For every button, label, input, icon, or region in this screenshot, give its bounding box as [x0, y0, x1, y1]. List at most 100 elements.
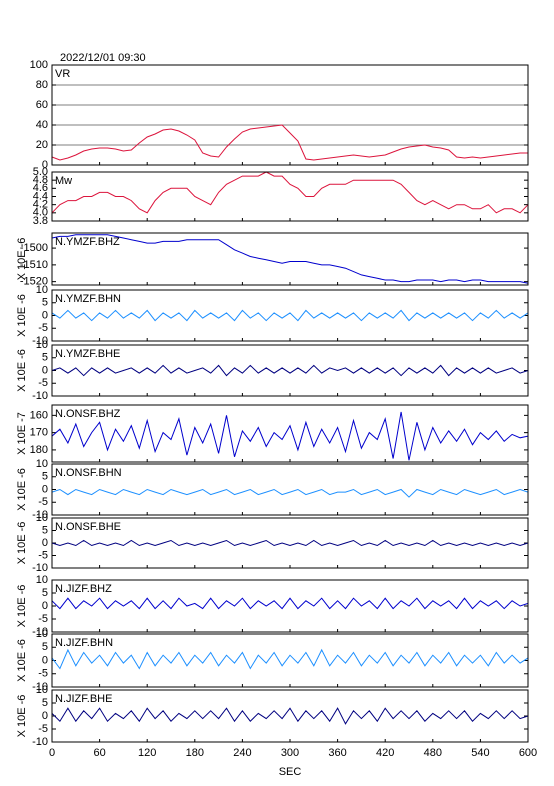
- y-tick-label: 10: [36, 628, 48, 640]
- x-tick-label: 120: [138, 747, 156, 759]
- data-line: [51, 488, 529, 498]
- y-tick-label: -5: [38, 723, 48, 735]
- x-tick-label: 480: [424, 747, 442, 759]
- data-line: [51, 124, 528, 161]
- y-tick-label: 0: [42, 710, 48, 722]
- panel-frame: [51, 344, 529, 397]
- y-axis-unit: X 10E -7: [16, 412, 28, 455]
- y-tick-label: 0: [42, 537, 48, 549]
- data-line: [51, 309, 529, 322]
- y-tick-label: 160: [30, 409, 48, 421]
- panel-name: N.ONSF.BHE: [55, 521, 121, 533]
- y-tick-label: 0: [42, 159, 48, 171]
- panel-name: N.JIZF.BHE: [55, 693, 112, 705]
- y-tick-label: 100: [30, 59, 48, 71]
- y-tick-label: -10: [32, 626, 48, 638]
- panel-frame: [51, 633, 529, 688]
- y-tick-label: 0: [42, 600, 48, 612]
- panel-name: VR: [55, 68, 70, 80]
- x-tick-label: 360: [328, 747, 346, 759]
- y-tick-label: -1500: [20, 242, 48, 254]
- y-tick-label: 4.4: [33, 190, 48, 202]
- x-tick-label: 600: [519, 747, 537, 759]
- y-tick-label: 4.6: [33, 182, 48, 194]
- y-axis-unit: X 10E -6: [16, 238, 28, 281]
- data-line: [51, 364, 529, 377]
- y-tick-label: 5: [42, 297, 48, 309]
- x-tick-label: 60: [93, 747, 105, 759]
- y-axis-unit: X 10E -6: [16, 349, 28, 392]
- x-tick-label: 300: [281, 747, 299, 759]
- y-tick-label: 3.8: [33, 215, 48, 227]
- y-tick-label: -10: [32, 335, 48, 347]
- y-tick-label: 180: [30, 444, 48, 456]
- data-line: [51, 648, 529, 670]
- y-tick-label: 4.2: [33, 199, 48, 211]
- panel-frame: [51, 689, 529, 743]
- y-tick-label: -10: [32, 390, 48, 402]
- data-line: [51, 411, 529, 461]
- y-tick-label: 10: [36, 684, 48, 696]
- panel-name: N.YMZF.BHE: [55, 348, 120, 360]
- y-tick-label: -5: [38, 549, 48, 561]
- y-tick-label: 5: [42, 352, 48, 364]
- y-axis-unit: X 10E -6: [16, 639, 28, 682]
- panel-frame: [51, 404, 529, 463]
- y-tick-label: 40: [36, 119, 48, 131]
- panel-name: N.YMZF.BHZ: [55, 236, 120, 248]
- y-tick-label: 60: [36, 99, 48, 111]
- data-line: [51, 171, 529, 214]
- y-axis-unit: X 10E -6: [16, 468, 28, 511]
- panel-frame: [51, 232, 529, 286]
- y-tick-label: 5: [42, 641, 48, 653]
- x-tick-label: 0: [49, 747, 55, 759]
- x-axis-label: SEC: [279, 766, 302, 778]
- y-tick-label: -5: [38, 496, 48, 508]
- data-line: [51, 234, 529, 284]
- panel-name: Mw: [55, 175, 72, 187]
- y-tick-label: 0: [42, 364, 48, 376]
- panel-name: N.ONSF.BHN: [55, 467, 122, 479]
- y-tick-label: 10: [36, 458, 48, 470]
- x-tick-label: 420: [376, 747, 394, 759]
- y-tick-label: -5: [38, 613, 48, 625]
- y-axis-unit: X 10E -6: [16, 585, 28, 628]
- y-tick-label: 10: [36, 284, 48, 296]
- panel-name: N.JIZF.BHN: [55, 637, 113, 649]
- panel-frame: [51, 171, 529, 222]
- panel-name: N.ONSF.BHZ: [55, 408, 121, 420]
- chart-title: 2022/12/01 09:30: [60, 52, 146, 64]
- y-axis-unit: X 10E -6: [16, 695, 28, 738]
- y-tick-label: -10: [32, 736, 48, 748]
- y-tick-label: 10: [36, 339, 48, 351]
- y-tick-label: 0: [42, 654, 48, 666]
- y-tick-label: 5.0: [33, 166, 48, 178]
- y-tick-label: 80: [36, 79, 48, 91]
- y-tick-label: 5: [42, 587, 48, 599]
- x-tick-label: 540: [471, 747, 489, 759]
- panel-frame: [51, 463, 529, 516]
- panel-frame: [51, 64, 529, 166]
- y-tick-label: 5: [42, 524, 48, 536]
- panel-frame: [51, 579, 529, 633]
- data-line: [51, 539, 529, 547]
- x-tick-label: 180: [186, 747, 204, 759]
- y-tick-label: 20: [36, 139, 48, 151]
- y-tick-label: 4.8: [33, 174, 48, 186]
- y-tick-label: 10: [36, 574, 48, 586]
- y-tick-label: -5: [38, 322, 48, 334]
- y-tick-label: -10: [32, 681, 48, 693]
- y-tick-label: -10: [32, 509, 48, 521]
- y-tick-label: 0: [42, 309, 48, 321]
- data-line: [51, 707, 529, 725]
- y-tick-label: 10: [36, 512, 48, 524]
- data-line: [51, 597, 529, 610]
- panel-frame: [51, 289, 529, 342]
- y-tick-label: 4.0: [33, 207, 48, 219]
- y-tick-label: 5: [42, 697, 48, 709]
- y-tick-label: -5: [38, 668, 48, 680]
- panel-name: N.YMZF.BHN: [55, 293, 121, 305]
- panel-frame: [51, 517, 529, 569]
